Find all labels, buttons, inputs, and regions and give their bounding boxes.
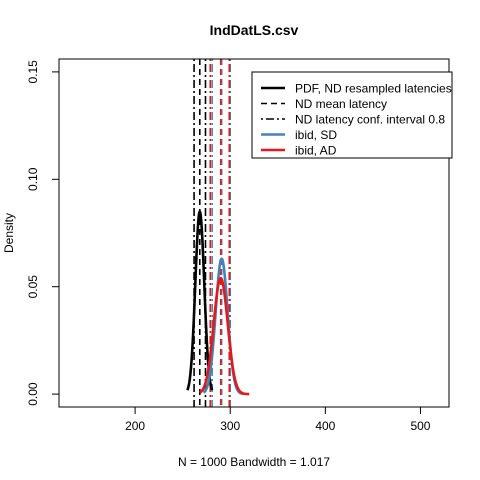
y-tick-label-1: 0.05	[26, 275, 40, 299]
density-curve-2	[198, 276, 251, 396]
y-tick-label-2: 0.10	[26, 167, 40, 191]
chart-title: IndDatLS.csv	[210, 22, 299, 38]
x-axis-label: N = 1000 Bandwidth = 1.017	[178, 455, 330, 469]
x-tick-label-2: 400	[315, 419, 335, 433]
legend-label-1: ND mean latency	[295, 97, 387, 111]
x-tick-label-1: 300	[220, 419, 240, 433]
legend-label-3: ibid, SD	[295, 128, 337, 142]
density-curve-0	[186, 210, 214, 391]
x-tick-label-0: 200	[125, 419, 145, 433]
legend-label-4: ibid, AD	[295, 144, 337, 158]
y-axis-label: Density	[2, 213, 16, 253]
x-tick-label-3: 500	[410, 419, 430, 433]
legend-box	[251, 71, 453, 159]
legend-label-2: ND latency conf. interval 0.8	[295, 113, 445, 127]
plot-area	[186, 59, 251, 407]
y-tick-label-0: 0.00	[26, 382, 40, 406]
y-tick-label-3: 0.15	[26, 60, 40, 84]
legend-label-0: PDF, ND resampled latencies	[295, 82, 452, 96]
